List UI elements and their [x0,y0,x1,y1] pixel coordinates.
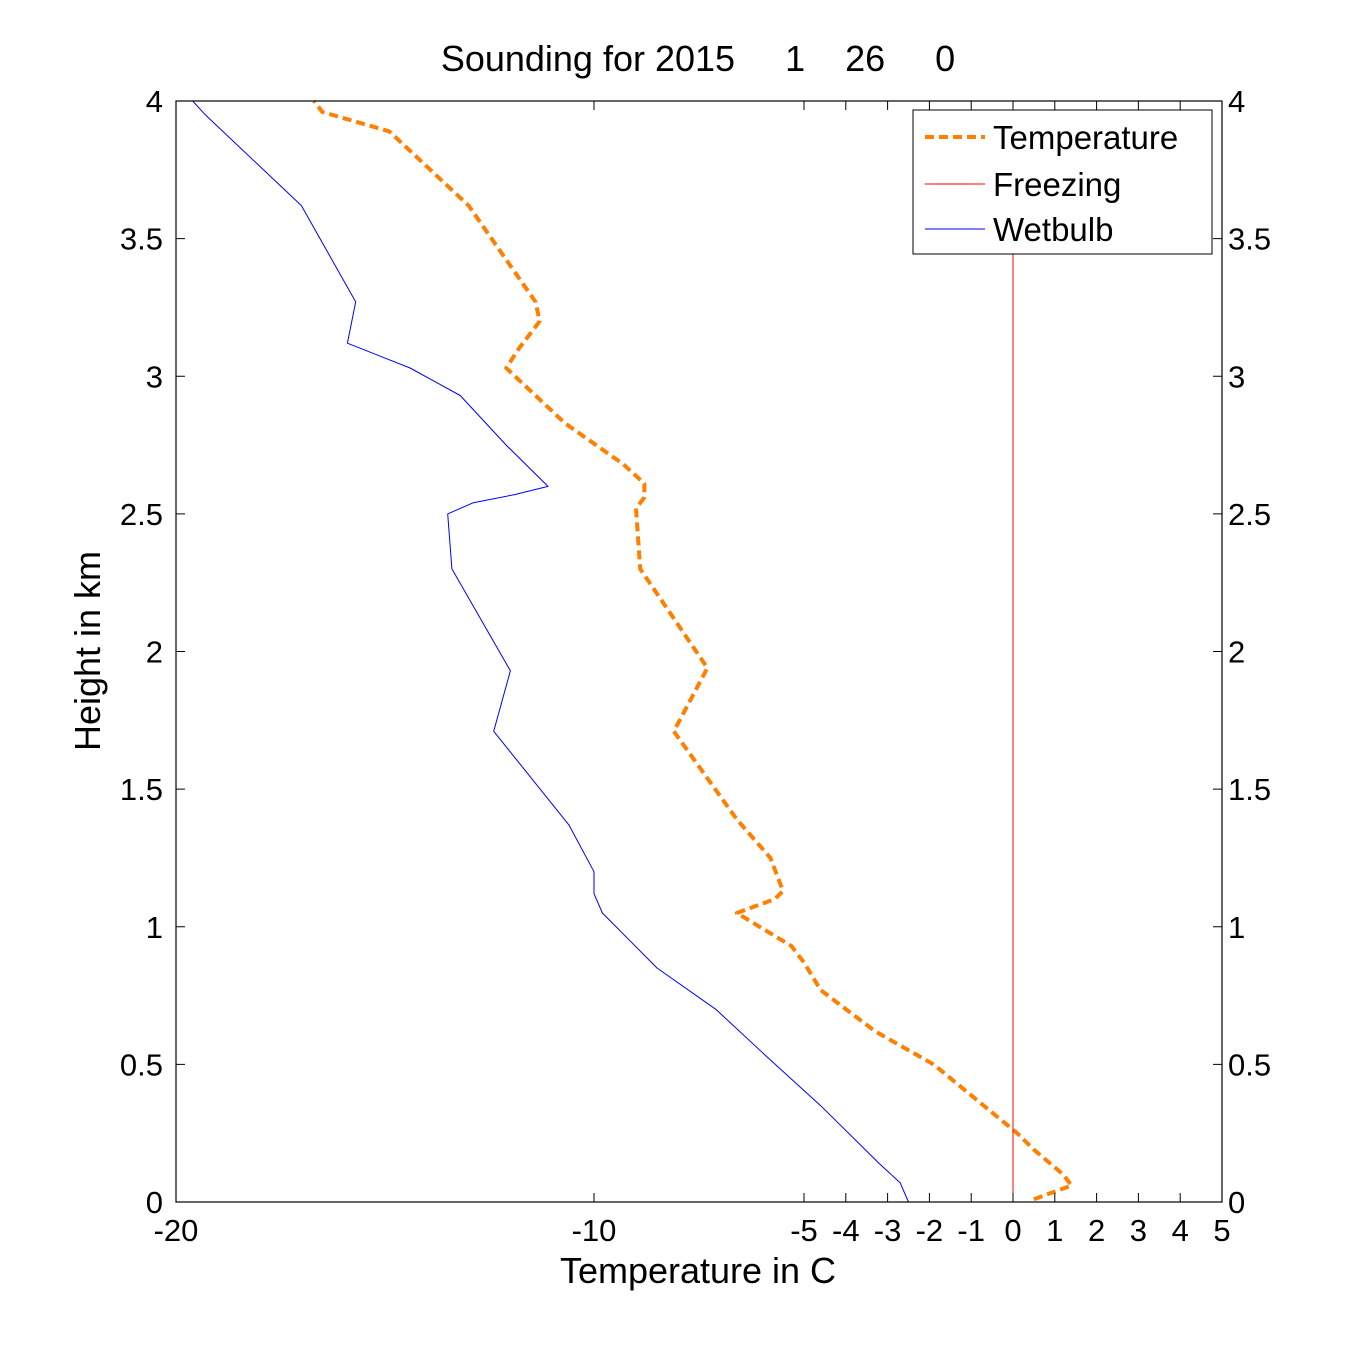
y-tick-label-right: 3 [1228,359,1245,394]
y-axis-label: Height in km [67,551,108,751]
x-tick-label: 1 [1046,1213,1063,1248]
legend-label-wetbulb: Wetbulb [993,211,1113,248]
x-tick-label: 5 [1213,1213,1230,1248]
series-line-wetbulb [192,100,909,1203]
x-tick-label: 0 [1004,1213,1021,1248]
y-tick-label-left: 1.5 [120,772,163,807]
x-tick-label: -3 [874,1213,902,1248]
x-tick-label: -4 [832,1213,860,1248]
legend-label-temperature: Temperature [993,119,1178,156]
y-tick-label-right: 1.5 [1228,772,1271,807]
ticks-layer: -20 -10 -5 -4 -3 -2 -1 0 1 2 3 4 50 00.5 0.51 11.5 1.52 2… [120,84,1271,1248]
legend-box [912,109,1213,255]
legend: Temperature Freezing Wetbulb [912,109,1213,255]
x-tick-label: 4 [1172,1213,1189,1248]
y-tick-label-right: 0 [1228,1185,1245,1220]
legend-label-freezing: Freezing [993,166,1121,203]
y-tick-label-left: 3.5 [120,222,163,257]
x-tick-label: 3 [1130,1213,1147,1248]
chart-title: Sounding for 2015 1 26 0 [441,38,955,79]
x-tick-label: 2 [1088,1213,1105,1248]
y-tick-label-right: 1 [1228,910,1245,945]
y-tick-label-left: 1 [146,910,163,945]
y-tick-label-right: 2.5 [1228,497,1271,532]
y-tick-label-left: 2 [146,635,163,670]
y-tick-label-right: 4 [1228,84,1245,119]
y-tick-label-left: 4 [146,84,163,119]
y-tick-label-left: 3 [146,359,163,394]
x-axis-label: Temperature in C [560,1250,836,1291]
x-tick-label: -10 [572,1213,617,1248]
y-tick-label-right: 2 [1228,635,1245,670]
series-layer [192,99,1074,1203]
y-tick-label-right: 3.5 [1228,222,1271,257]
y-tick-label-left: 0 [146,1185,163,1220]
y-tick-label-left: 0.5 [120,1047,163,1082]
x-tick-label: -1 [957,1213,985,1248]
series-line-temperature [312,99,1074,1202]
x-tick-label: -2 [916,1213,944,1248]
y-tick-label-left: 2.5 [120,497,163,532]
x-tick-label: -20 [154,1213,199,1248]
x-tick-label: -5 [790,1213,818,1248]
y-tick-label-right: 0.5 [1228,1047,1271,1082]
